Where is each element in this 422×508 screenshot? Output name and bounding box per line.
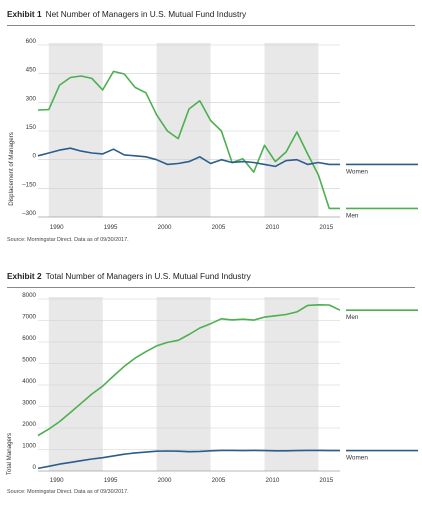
y-tick-label: 600 xyxy=(26,38,37,45)
y-tick-label: 1000 xyxy=(22,443,36,450)
x-tick-label: 1995 xyxy=(104,477,118,484)
series-line-men xyxy=(37,70,340,210)
exhibit-1-source: Source: Morningstar Direct. Data as of 0… xyxy=(7,237,129,243)
y-tick-label: 150 xyxy=(26,124,37,131)
shaded-period xyxy=(264,43,319,217)
exhibit-2-title-rule xyxy=(7,287,415,288)
shaded-period xyxy=(156,297,211,471)
x-tick-label: 2010 xyxy=(266,224,280,231)
series-line-women xyxy=(37,449,340,470)
total-managers-chart: 8000 7000 6000 5000 4000 3000 2000 1000 0 1990 199… xyxy=(6,292,418,484)
legend-label-men: Men xyxy=(346,314,359,321)
y-tick-label: 2000 xyxy=(22,421,36,428)
legend-label-women: Women xyxy=(346,455,368,462)
x-tick-label: 2005 xyxy=(212,224,226,231)
exhibit-1-title-text: Net Number of Managers in U.S. Mutual Fu… xyxy=(45,9,247,19)
exhibit-2-number: Exhibit 2 xyxy=(7,271,42,281)
exhibit-2: Exhibit 2 Total Number of Managers in U.S… xyxy=(0,262,422,508)
exhibit-1-title: Exhibit 1 Net Number of Managers in U.S. … xyxy=(7,9,246,19)
shaded-period xyxy=(156,43,211,217)
y-tick-label: 0 xyxy=(33,153,37,160)
exhibit-2-title: Exhibit 2 Total Number of Managers in U.S… xyxy=(7,271,251,281)
exhibit-2-title-text: Total Number of Managers in U.S. Mutual … xyxy=(45,271,251,281)
y-tick-label: 0 xyxy=(33,464,37,471)
y-axis-title: Total Managers xyxy=(6,433,13,475)
x-tick-label: 2000 xyxy=(158,224,172,231)
exhibit-1: Exhibit 1 Net Number of Managers in U.S. … xyxy=(0,0,422,250)
exhibit-1-number: Exhibit 1 xyxy=(7,9,42,19)
y-tick-label: 450 xyxy=(26,67,37,74)
y-tick-label: 5000 xyxy=(22,357,36,364)
series-line-women xyxy=(37,147,340,168)
shaded-period xyxy=(48,297,103,471)
legend-label-men: Men xyxy=(346,212,359,219)
y-tick-label: 7000 xyxy=(22,314,36,321)
exhibit-1-title-rule xyxy=(7,25,415,26)
x-tick-label: 1990 xyxy=(50,224,64,231)
shaded-period xyxy=(264,297,319,471)
x-tick-label: 2010 xyxy=(266,477,280,484)
y-tick-label: 4000 xyxy=(22,378,36,385)
exhibit-2-source: Source: Morningstar Direct. Data as of 0… xyxy=(7,489,129,495)
x-tick-label: 2005 xyxy=(212,477,226,484)
net-managers-chart: 600 450 300 150 0 –150 –300 1990 1995 2000 2005 201… xyxy=(8,38,418,231)
x-tick-label: 2015 xyxy=(319,477,333,484)
x-tick-label: 2000 xyxy=(158,477,172,484)
x-tick-label: 2015 xyxy=(319,224,333,231)
x-tick-label: 1990 xyxy=(50,477,64,484)
y-tick-label: –150 xyxy=(22,181,36,188)
y-tick-label: –300 xyxy=(22,210,36,217)
y-tick-label: 3000 xyxy=(22,400,36,407)
series-line-men xyxy=(37,303,341,437)
shaded-period xyxy=(48,43,103,217)
x-tick-label: 1995 xyxy=(104,224,118,231)
y-tick-label: 6000 xyxy=(22,335,36,342)
y-tick-label: 8000 xyxy=(22,292,36,299)
legend-label-women: Women xyxy=(346,168,368,175)
y-axis-title: Displacement of Managers xyxy=(8,132,15,206)
y-tick-label: 300 xyxy=(26,95,37,102)
